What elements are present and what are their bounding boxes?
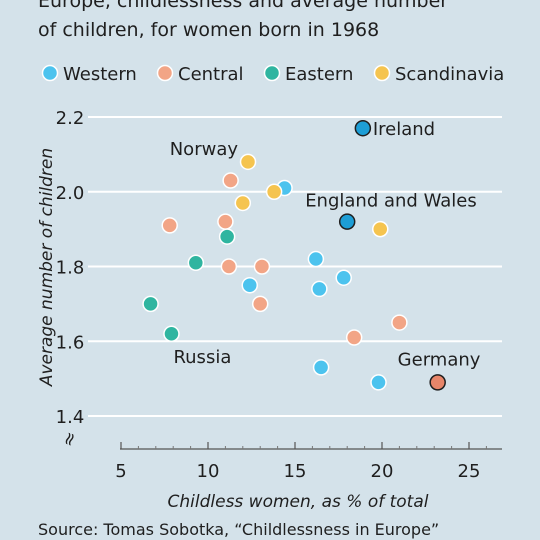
data-points bbox=[142, 119, 446, 391]
point-scandinavia-1 bbox=[265, 183, 283, 200]
axis-break-mark: ≈ bbox=[57, 428, 82, 449]
legend-label-scandinavia: Scandinavia bbox=[395, 64, 504, 85]
point-central-germany bbox=[429, 374, 446, 391]
x-tick-label: 20 bbox=[371, 461, 394, 482]
legend-marker-eastern bbox=[263, 64, 281, 82]
legend-label-central: Central bbox=[178, 64, 244, 85]
point-western-ireland bbox=[354, 119, 372, 137]
legend-label-western: Western bbox=[63, 64, 137, 85]
y-axis-label: Average number of children bbox=[37, 148, 57, 387]
point-scandinavia-3 bbox=[372, 220, 389, 238]
point-western-8 bbox=[370, 374, 387, 391]
point-label-england-and-wales: England and Wales bbox=[305, 191, 477, 212]
axes: 1.4 1.6 1.8 2.0 2.2 5 10 15 20 25 ≈ Childless women… bbox=[37, 108, 502, 512]
legend-marker-western bbox=[41, 64, 59, 82]
chart-title-line-2: of children, for women born in 1968 bbox=[38, 19, 380, 41]
point-eastern-2 bbox=[142, 295, 159, 313]
point-western-4 bbox=[335, 269, 352, 286]
legend: Western Central Eastern Scandinavia bbox=[41, 64, 504, 85]
point-eastern-russia bbox=[163, 325, 180, 343]
y-tick-label: 1.8 bbox=[56, 258, 85, 279]
point-central-2 bbox=[217, 213, 234, 230]
point-western-5 bbox=[241, 276, 259, 294]
point-central-0 bbox=[222, 172, 239, 189]
legend-marker-central bbox=[156, 64, 174, 82]
point-eastern-0 bbox=[218, 228, 236, 245]
x-tick-label: 15 bbox=[284, 461, 307, 482]
point-central-4 bbox=[253, 258, 271, 275]
y-tick-label: 2.0 bbox=[56, 183, 85, 204]
legend-label-eastern: Eastern bbox=[285, 64, 353, 85]
source-note: Source: Tomas Sobotka, “Childlessness in… bbox=[38, 520, 440, 539]
x-tick-label: 25 bbox=[458, 461, 481, 482]
x-tick-label: 10 bbox=[197, 461, 220, 482]
x-axis-label: Childless women, as % of total bbox=[168, 492, 429, 512]
point-label-norway: Norway bbox=[170, 139, 239, 160]
point-central-1 bbox=[161, 217, 178, 234]
point-scandinavia-2 bbox=[234, 194, 252, 212]
y-tick-label: 1.4 bbox=[56, 407, 85, 428]
y-tick-label: 1.6 bbox=[56, 332, 85, 353]
point-scandinavia-norway bbox=[239, 153, 257, 171]
point-western-3 bbox=[307, 250, 325, 268]
point-label-germany: Germany bbox=[398, 349, 481, 370]
point-western-7 bbox=[312, 359, 330, 376]
point-central-7 bbox=[345, 329, 363, 346]
point-central-6 bbox=[391, 314, 408, 331]
point-eastern-1 bbox=[187, 254, 205, 272]
gridlines bbox=[88, 116, 502, 417]
point-western-6 bbox=[311, 280, 328, 298]
y-tick-label: 2.2 bbox=[56, 108, 85, 129]
point-central-3 bbox=[220, 258, 238, 275]
point-label-ireland: Ireland bbox=[373, 119, 435, 140]
x-tick-label: 5 bbox=[115, 461, 126, 482]
chart-title: Europe, childlessness and average number… bbox=[38, 0, 448, 45]
point-western-england-and-wales bbox=[338, 213, 356, 230]
legend-marker-scandinavia bbox=[373, 64, 391, 82]
point-labels: Ireland England and Wales Germany Russia Nor… bbox=[170, 119, 481, 370]
point-central-5 bbox=[251, 295, 269, 313]
point-label-russia: Russia bbox=[173, 347, 231, 368]
chart-title-line-1: Europe, childlessness and average number bbox=[38, 0, 449, 12]
